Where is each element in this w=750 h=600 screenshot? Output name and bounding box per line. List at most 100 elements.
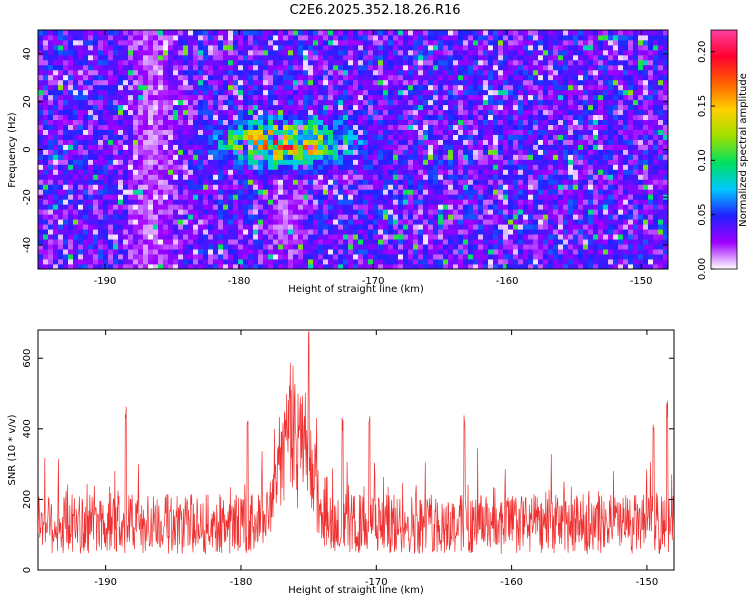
- heatmap-cell: [643, 74, 649, 81]
- heatmap-cell: [83, 129, 89, 135]
- heatmap-cell: [553, 244, 559, 250]
- heatmap-cell: [168, 84, 174, 91]
- heatmap-cell: [458, 104, 464, 111]
- heatmap-cell: [198, 69, 204, 76]
- heatmap-cell: [573, 214, 579, 220]
- heatmap-cell: [333, 109, 339, 116]
- heatmap-cell: [418, 99, 424, 106]
- heatmap-cell: [108, 149, 114, 155]
- heatmap-cell: [618, 219, 624, 225]
- heatmap-cell: [103, 204, 109, 210]
- heatmap-cell: [143, 84, 149, 91]
- heatmap-cell: [193, 164, 199, 170]
- heatmap-cell: [558, 159, 564, 165]
- heatmap-cell: [268, 199, 274, 205]
- heatmap-cell: [628, 194, 634, 200]
- heatmap-cell: [78, 234, 84, 240]
- heatmap-cell: [213, 119, 219, 126]
- heatmap-cell: [533, 189, 539, 195]
- heatmap-cell: [133, 94, 139, 101]
- heatmap-cell: [543, 234, 549, 240]
- heatmap-cell: [73, 69, 79, 76]
- heatmap-cell: [318, 69, 324, 76]
- heatmap-cell: [393, 139, 399, 145]
- heatmap-cell: [73, 219, 79, 225]
- heatmap-cell: [148, 239, 154, 245]
- heatmap-cell: [628, 189, 634, 195]
- heatmap-cell: [138, 199, 144, 205]
- heatmap-cell: [53, 154, 59, 160]
- heatmap-cell: [333, 154, 339, 160]
- heatmap-cell: [143, 169, 149, 175]
- heatmap-cell: [333, 94, 339, 101]
- heatmap-cell: [613, 214, 619, 220]
- heatmap-cell: [618, 209, 624, 215]
- heatmap-cell: [328, 234, 334, 240]
- heatmap-cell: [308, 109, 314, 116]
- heatmap-cell: [623, 164, 629, 170]
- heatmap-cell: [563, 109, 569, 116]
- heatmap-cell: [393, 244, 399, 250]
- heatmap-cell: [648, 139, 654, 145]
- heatmap-cell: [423, 194, 429, 200]
- heatmap-cell: [553, 74, 559, 81]
- heatmap-cell: [103, 229, 109, 235]
- heatmap-cell: [238, 189, 244, 195]
- heatmap-cell: [73, 144, 79, 150]
- heatmap-cell: [258, 164, 264, 170]
- heatmap-cell: [163, 244, 169, 250]
- heatmap-cell: [443, 89, 449, 96]
- heatmap-cell: [168, 204, 174, 210]
- heatmap-cell: [108, 259, 114, 265]
- heatmap-cell: [243, 69, 249, 76]
- heatmap-cell: [38, 119, 44, 126]
- heatmap-cell: [588, 139, 594, 145]
- heatmap-cell: [248, 169, 254, 175]
- heatmap-cell: [548, 189, 554, 195]
- heatmap-cell: [373, 109, 379, 116]
- heatmap-cell: [438, 244, 444, 250]
- heatmap-cell: [103, 199, 109, 205]
- heatmap-cell: [518, 224, 524, 230]
- heatmap-cell: [243, 179, 249, 185]
- heatmap-cell: [478, 99, 484, 106]
- heatmap-cell: [213, 204, 219, 210]
- heatmap-cell: [378, 89, 384, 96]
- heatmap-cell: [248, 94, 254, 101]
- heatmap-cell: [653, 159, 659, 165]
- heatmap-cell: [98, 84, 104, 91]
- heatmap-cell: [318, 199, 324, 205]
- heatmap-cell: [173, 254, 179, 260]
- heatmap-cell: [383, 119, 389, 126]
- heatmap-cell: [603, 179, 609, 185]
- heatmap-cell: [38, 89, 44, 96]
- heatmap-cell: [88, 259, 94, 265]
- heatmap-cell: [538, 229, 544, 235]
- heatmap-cell: [538, 224, 544, 230]
- heatmap-cell: [628, 264, 634, 269]
- heatmap-cell: [128, 179, 134, 185]
- heatmap-cell: [193, 129, 199, 135]
- heatmap-cell: [508, 204, 514, 210]
- heatmap-cell: [373, 139, 379, 145]
- heatmap-cell: [73, 209, 79, 215]
- heatmap-cell: [168, 69, 174, 76]
- heatmap-cell: [413, 259, 419, 265]
- heatmap-cell: [403, 149, 409, 155]
- heatmap-cell: [123, 114, 129, 121]
- heatmap-cell: [153, 164, 159, 170]
- heatmap-cell: [578, 139, 584, 145]
- heatmap-cell: [243, 94, 249, 101]
- heatmap-cell: [543, 264, 549, 269]
- heatmap-cell: [48, 84, 54, 91]
- heatmap-cell: [608, 169, 614, 175]
- heatmap-cell: [498, 89, 504, 96]
- heatmap-cell: [313, 139, 319, 145]
- heatmap-cell: [438, 224, 444, 230]
- heatmap-cell: [168, 124, 174, 130]
- heatmap-cell: [38, 104, 44, 111]
- heatmap-cell: [393, 69, 399, 76]
- heatmap-cell: [283, 179, 289, 185]
- heatmap-cell: [73, 84, 79, 91]
- heatmap-cell: [333, 164, 339, 170]
